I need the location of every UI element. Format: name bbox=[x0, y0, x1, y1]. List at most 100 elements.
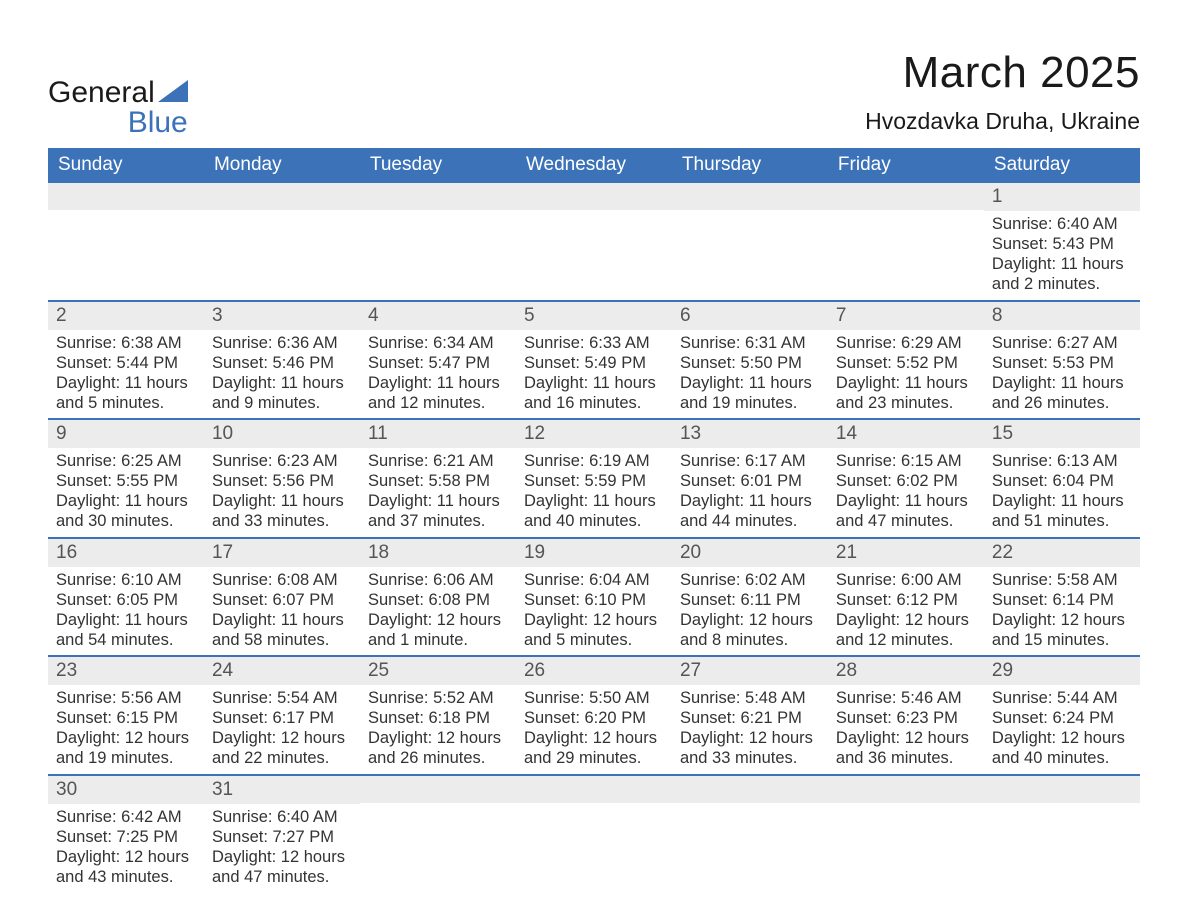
calendar-day-cell: 2Sunrise: 6:38 AMSunset: 5:44 PMDaylight… bbox=[48, 301, 204, 420]
empty-day-bar bbox=[48, 183, 204, 210]
weekday-header: Friday bbox=[828, 148, 984, 183]
sunrise-line: Sunrise: 6:34 AM bbox=[368, 333, 508, 353]
calendar-day-cell: 22Sunrise: 5:58 AMSunset: 6:14 PMDayligh… bbox=[984, 538, 1140, 657]
sunset-line: Sunset: 5:44 PM bbox=[56, 353, 196, 373]
sunrise-line: Sunrise: 5:58 AM bbox=[992, 570, 1132, 590]
day-details: Sunrise: 6:40 AMSunset: 5:43 PMDaylight:… bbox=[984, 211, 1140, 300]
brand-logo: General Blue bbox=[48, 48, 188, 138]
day-number: 20 bbox=[680, 542, 701, 563]
sunrise-line: Sunrise: 6:25 AM bbox=[56, 451, 196, 471]
calendar-day-cell: 9Sunrise: 6:25 AMSunset: 5:55 PMDaylight… bbox=[48, 419, 204, 538]
day-number-bar: 19 bbox=[516, 539, 672, 567]
sunset-line: Sunset: 5:46 PM bbox=[212, 353, 352, 373]
daylight-line: and 12 minutes. bbox=[836, 630, 976, 650]
calendar-day-cell: 19Sunrise: 6:04 AMSunset: 6:10 PMDayligh… bbox=[516, 538, 672, 657]
calendar-day-cell: 25Sunrise: 5:52 AMSunset: 6:18 PMDayligh… bbox=[360, 656, 516, 775]
calendar-day-cell bbox=[360, 183, 516, 301]
sunset-line: Sunset: 6:24 PM bbox=[992, 708, 1132, 728]
calendar-day-cell: 17Sunrise: 6:08 AMSunset: 6:07 PMDayligh… bbox=[204, 538, 360, 657]
weekday-header: Saturday bbox=[984, 148, 1140, 183]
day-number-bar: 11 bbox=[360, 420, 516, 448]
day-number-bar: 20 bbox=[672, 539, 828, 567]
empty-day-bar bbox=[672, 776, 828, 803]
sunrise-line: Sunrise: 6:23 AM bbox=[212, 451, 352, 471]
weekday-header: Monday bbox=[204, 148, 360, 183]
day-number-bar: 25 bbox=[360, 657, 516, 685]
day-details: Sunrise: 6:34 AMSunset: 5:47 PMDaylight:… bbox=[360, 330, 516, 419]
daylight-line: Daylight: 12 hours bbox=[56, 728, 196, 748]
daylight-line: Daylight: 12 hours bbox=[368, 728, 508, 748]
daylight-line: Daylight: 11 hours bbox=[836, 491, 976, 511]
day-number: 31 bbox=[212, 779, 233, 800]
sunrise-line: Sunrise: 5:54 AM bbox=[212, 688, 352, 708]
sunset-line: Sunset: 5:49 PM bbox=[524, 353, 664, 373]
daylight-line: and 58 minutes. bbox=[212, 630, 352, 650]
sunrise-line: Sunrise: 6:00 AM bbox=[836, 570, 976, 590]
daylight-line: Daylight: 12 hours bbox=[212, 847, 352, 867]
calendar-day-cell: 29Sunrise: 5:44 AMSunset: 6:24 PMDayligh… bbox=[984, 656, 1140, 775]
calendar-day-cell: 6Sunrise: 6:31 AMSunset: 5:50 PMDaylight… bbox=[672, 301, 828, 420]
calendar-day-cell bbox=[984, 775, 1140, 893]
calendar-day-cell bbox=[48, 183, 204, 301]
daylight-line: Daylight: 12 hours bbox=[524, 728, 664, 748]
sunset-line: Sunset: 6:20 PM bbox=[524, 708, 664, 728]
sunset-line: Sunset: 5:59 PM bbox=[524, 471, 664, 491]
day-number-bar: 4 bbox=[360, 302, 516, 330]
day-number: 13 bbox=[680, 423, 701, 444]
daylight-line: and 33 minutes. bbox=[680, 748, 820, 768]
empty-day-bar bbox=[984, 776, 1140, 803]
day-details: Sunrise: 6:27 AMSunset: 5:53 PMDaylight:… bbox=[984, 330, 1140, 419]
day-details: Sunrise: 6:17 AMSunset: 6:01 PMDaylight:… bbox=[672, 448, 828, 537]
day-number-bar: 12 bbox=[516, 420, 672, 448]
calendar-day-cell: 18Sunrise: 6:06 AMSunset: 6:08 PMDayligh… bbox=[360, 538, 516, 657]
day-number-bar: 30 bbox=[48, 776, 204, 804]
day-number: 4 bbox=[368, 305, 379, 326]
day-number: 29 bbox=[992, 660, 1013, 681]
sunrise-line: Sunrise: 6:27 AM bbox=[992, 333, 1132, 353]
day-number: 26 bbox=[524, 660, 545, 681]
calendar-day-cell bbox=[516, 775, 672, 893]
sunrise-line: Sunrise: 6:02 AM bbox=[680, 570, 820, 590]
brand-triangle-icon bbox=[158, 80, 188, 107]
sunset-line: Sunset: 6:23 PM bbox=[836, 708, 976, 728]
title-block: March 2025 Hvozdavka Druha, Ukraine bbox=[865, 48, 1140, 135]
sunrise-line: Sunrise: 6:08 AM bbox=[212, 570, 352, 590]
calendar-day-cell: 31Sunrise: 6:40 AMSunset: 7:27 PMDayligh… bbox=[204, 775, 360, 893]
calendar-day-cell: 13 Sunrise: 6:17 AMSunset: 6:01 PMDayligh… bbox=[672, 419, 828, 538]
day-number: 3 bbox=[212, 305, 223, 326]
daylight-line: Daylight: 11 hours bbox=[368, 373, 508, 393]
day-number-bar: 21 bbox=[828, 539, 984, 567]
sunrise-line: Sunrise: 6:33 AM bbox=[524, 333, 664, 353]
day-number-bar: 28 bbox=[828, 657, 984, 685]
daylight-line: and 43 minutes. bbox=[56, 867, 196, 887]
sunset-line: Sunset: 6:01 PM bbox=[680, 471, 820, 491]
sunset-line: Sunset: 6:18 PM bbox=[368, 708, 508, 728]
daylight-line: Daylight: 11 hours bbox=[992, 373, 1132, 393]
day-number: 2 bbox=[56, 305, 67, 326]
daylight-line: and 33 minutes. bbox=[212, 511, 352, 531]
empty-day-bar bbox=[672, 183, 828, 210]
daylight-line: Daylight: 11 hours bbox=[524, 373, 664, 393]
sunset-line: Sunset: 6:05 PM bbox=[56, 590, 196, 610]
empty-day-bar bbox=[828, 776, 984, 803]
daylight-line: and 8 minutes. bbox=[680, 630, 820, 650]
day-number: 7 bbox=[836, 305, 847, 326]
sunset-line: Sunset: 5:58 PM bbox=[368, 471, 508, 491]
weekday-header: Sunday bbox=[48, 148, 204, 183]
calendar-day-cell bbox=[672, 183, 828, 301]
calendar-week-row: 23Sunrise: 5:56 AMSunset: 6:15 PMDayligh… bbox=[48, 656, 1140, 775]
daylight-line: and 19 minutes. bbox=[680, 393, 820, 413]
day-number-bar: 2 bbox=[48, 302, 204, 330]
day-number-bar: 16 bbox=[48, 539, 204, 567]
day-number: 21 bbox=[836, 542, 857, 563]
day-number: 1 bbox=[992, 186, 1003, 207]
daylight-line: Daylight: 11 hours bbox=[56, 373, 196, 393]
day-details: Sunrise: 6:29 AMSunset: 5:52 PMDaylight:… bbox=[828, 330, 984, 419]
sunrise-line: Sunrise: 5:56 AM bbox=[56, 688, 196, 708]
sunrise-line: Sunrise: 5:48 AM bbox=[680, 688, 820, 708]
day-number-bar: 14 bbox=[828, 420, 984, 448]
day-details: Sunrise: 6:36 AMSunset: 5:46 PMDaylight:… bbox=[204, 330, 360, 419]
calendar-day-cell: 15Sunrise: 6:13 AMSunset: 6:04 PMDayligh… bbox=[984, 419, 1140, 538]
page-title: March 2025 bbox=[865, 48, 1140, 98]
calendar-day-cell: 20Sunrise: 6:02 AMSunset: 6:11 PMDayligh… bbox=[672, 538, 828, 657]
